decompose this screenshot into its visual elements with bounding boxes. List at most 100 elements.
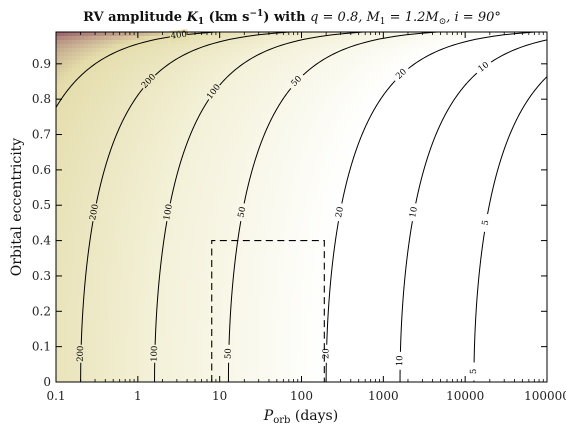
heat-cell	[248, 364, 253, 369]
heat-cell	[168, 52, 173, 57]
heat-cell	[212, 220, 217, 225]
heat-cell	[104, 108, 109, 113]
heat-cell	[208, 276, 213, 281]
heat-cell	[116, 56, 121, 61]
heat-cell	[60, 248, 65, 253]
heat-cell	[200, 348, 205, 353]
heat-cell	[224, 80, 229, 85]
heat-cell	[224, 128, 229, 133]
heat-cell	[272, 272, 277, 277]
heat-cell	[92, 328, 97, 333]
heat-cell	[100, 224, 105, 229]
heat-cell	[168, 148, 173, 153]
heat-cell	[248, 240, 253, 245]
heat-cell	[108, 180, 113, 185]
heat-cell	[240, 248, 245, 253]
heat-cell	[260, 212, 265, 217]
heat-cell	[80, 368, 85, 373]
heat-cell	[212, 236, 217, 241]
heat-cell	[236, 244, 241, 249]
heat-cell	[268, 224, 273, 229]
heat-cell	[260, 300, 265, 305]
heat-cell	[248, 144, 253, 149]
heat-cell	[152, 120, 157, 125]
heat-cell	[176, 232, 181, 237]
heat-cell	[216, 316, 221, 321]
heat-cell	[92, 112, 97, 117]
heat-cell	[156, 108, 161, 113]
heat-cell	[272, 100, 277, 105]
heat-cell	[176, 104, 181, 109]
heat-cell	[112, 140, 117, 145]
heat-cell	[208, 288, 213, 293]
heat-cell	[112, 288, 117, 293]
heat-cell	[176, 276, 181, 281]
heat-cell	[260, 308, 265, 313]
heat-cell	[152, 180, 157, 185]
heat-cell	[216, 136, 221, 141]
heat-cell	[124, 144, 129, 149]
heat-cell	[120, 228, 125, 233]
heat-cell	[204, 104, 209, 109]
heat-cell	[100, 136, 105, 141]
heat-cell	[176, 328, 181, 333]
heat-cell	[100, 168, 105, 173]
heat-cell	[148, 236, 153, 241]
heat-cell	[68, 352, 73, 357]
heat-cell	[116, 364, 121, 369]
heat-cell	[196, 316, 201, 321]
heat-cell	[224, 124, 229, 129]
heat-cell	[264, 108, 269, 113]
heat-cell	[176, 340, 181, 345]
heat-cell	[196, 92, 201, 97]
heat-cell	[100, 48, 105, 53]
heat-cell	[200, 196, 205, 201]
heat-cell	[200, 40, 205, 45]
heat-cell	[176, 72, 181, 77]
heat-cell	[276, 140, 281, 145]
heat-cell	[148, 44, 153, 49]
heat-cell	[168, 44, 173, 49]
heat-cell	[228, 60, 233, 65]
heat-cell	[84, 208, 89, 213]
heat-cell	[100, 372, 105, 377]
heat-cell	[128, 328, 133, 333]
heat-cell	[224, 284, 229, 289]
heat-cell	[164, 276, 169, 281]
heat-cell	[168, 112, 173, 117]
heat-cell	[84, 212, 89, 217]
heat-cell	[196, 152, 201, 157]
heat-cell	[204, 52, 209, 57]
heat-cell	[92, 300, 97, 305]
heat-cell	[136, 284, 141, 289]
heat-cell	[120, 112, 125, 117]
heat-cell	[192, 160, 197, 165]
heat-cell	[68, 268, 73, 273]
heat-cell	[276, 40, 281, 45]
heat-cell	[108, 88, 113, 93]
heat-cell	[56, 164, 61, 169]
heat-cell	[280, 200, 285, 205]
heat-cell	[200, 180, 205, 185]
heat-cell	[128, 272, 133, 277]
heat-cell	[204, 128, 209, 133]
heat-cell	[280, 272, 285, 277]
heat-cell	[252, 360, 257, 365]
heat-cell	[264, 68, 269, 73]
heat-cell	[208, 144, 213, 149]
heat-cell	[140, 44, 145, 49]
heat-cell	[152, 300, 157, 305]
heat-cell	[196, 56, 201, 61]
heat-cell	[192, 288, 197, 293]
heat-cell	[252, 352, 257, 357]
heat-cell	[196, 36, 201, 41]
heat-cell	[228, 272, 233, 277]
heat-cell	[120, 284, 125, 289]
heat-cell	[196, 356, 201, 361]
heat-cell	[236, 288, 241, 293]
heat-cell	[152, 84, 157, 89]
heat-cell	[248, 188, 253, 193]
heat-cell	[204, 196, 209, 201]
heat-cell	[276, 64, 281, 69]
heat-cell	[252, 224, 257, 229]
